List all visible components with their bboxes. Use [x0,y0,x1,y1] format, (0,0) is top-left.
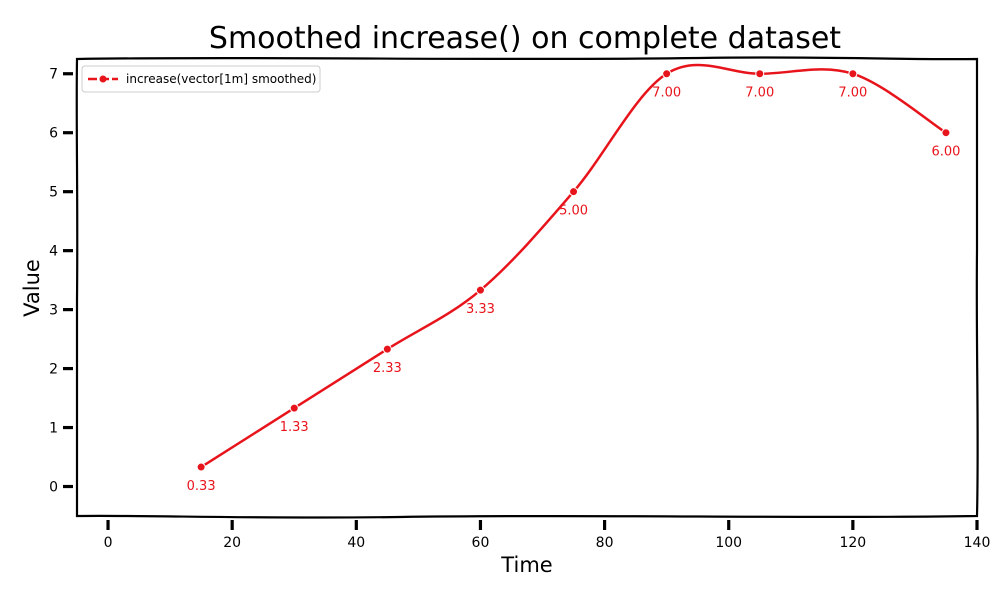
data-point-8 [941,128,951,138]
x-axis-label: Time [500,553,552,577]
data-label-5: 7.00 [652,86,681,101]
data-point-6 [755,69,765,79]
data-label-7: 7.00 [838,86,867,101]
series-layer: 0.33 1.33 2.33 3.33 5.00 7.00 7.00 7.00 6.00 [187,63,960,494]
data-label-2: 2.33 [373,361,402,376]
data-point-1 [289,403,299,413]
x-tick-label-6: 120 [839,535,866,551]
x-axis-ticks: 0 20 40 60 80 100 120 140 [104,520,991,551]
plot-frame [75,56,979,519]
y-tick-label-1: 1 [49,421,58,437]
x-tick-label-7: 140 [964,535,991,551]
data-point-2 [382,344,392,354]
legend-box [81,65,321,93]
data-point-5 [662,69,672,79]
y-axis-ticks: 0 1 2 3 4 5 6 7 [49,67,73,496]
y-tick-label-6: 6 [49,126,58,142]
y-tick-label-3: 3 [49,303,58,319]
series-line-0 [200,63,947,469]
x-tick-label-3: 60 [472,535,490,551]
data-label-0: 0.33 [187,479,216,494]
data-label-3: 3.33 [466,302,495,317]
data-label-6: 7.00 [745,86,774,101]
data-point-0 [196,462,206,472]
data-label-8: 6.00 [931,145,960,160]
x-tick-label-4: 80 [596,535,614,551]
chart-title: Smoothed increase() on complete dataset [209,21,841,56]
data-point-3 [475,285,485,295]
x-tick-label-1: 20 [223,535,241,551]
legend: increase(vector[1m] smoothed) [81,65,321,93]
x-tick-label-2: 40 [347,535,365,551]
y-tick-label-4: 4 [49,244,58,260]
y-tick-label-0: 0 [49,480,58,496]
x-tick-label-5: 100 [715,535,742,551]
y-tick-label-7: 7 [49,67,58,83]
data-point-7 [848,69,858,79]
y-tick-label-2: 2 [49,362,58,378]
x-tick-label-0: 0 [104,535,113,551]
legend-entry-series-1: increase(vector[1m] smoothed) [126,72,316,86]
y-axis-label: Value [20,259,44,317]
data-label-1: 1.33 [280,420,309,435]
data-point-4 [569,187,579,197]
legend-marker-swatch [99,75,107,83]
y-tick-label-5: 5 [49,185,58,201]
data-label-4: 5.00 [559,204,588,219]
